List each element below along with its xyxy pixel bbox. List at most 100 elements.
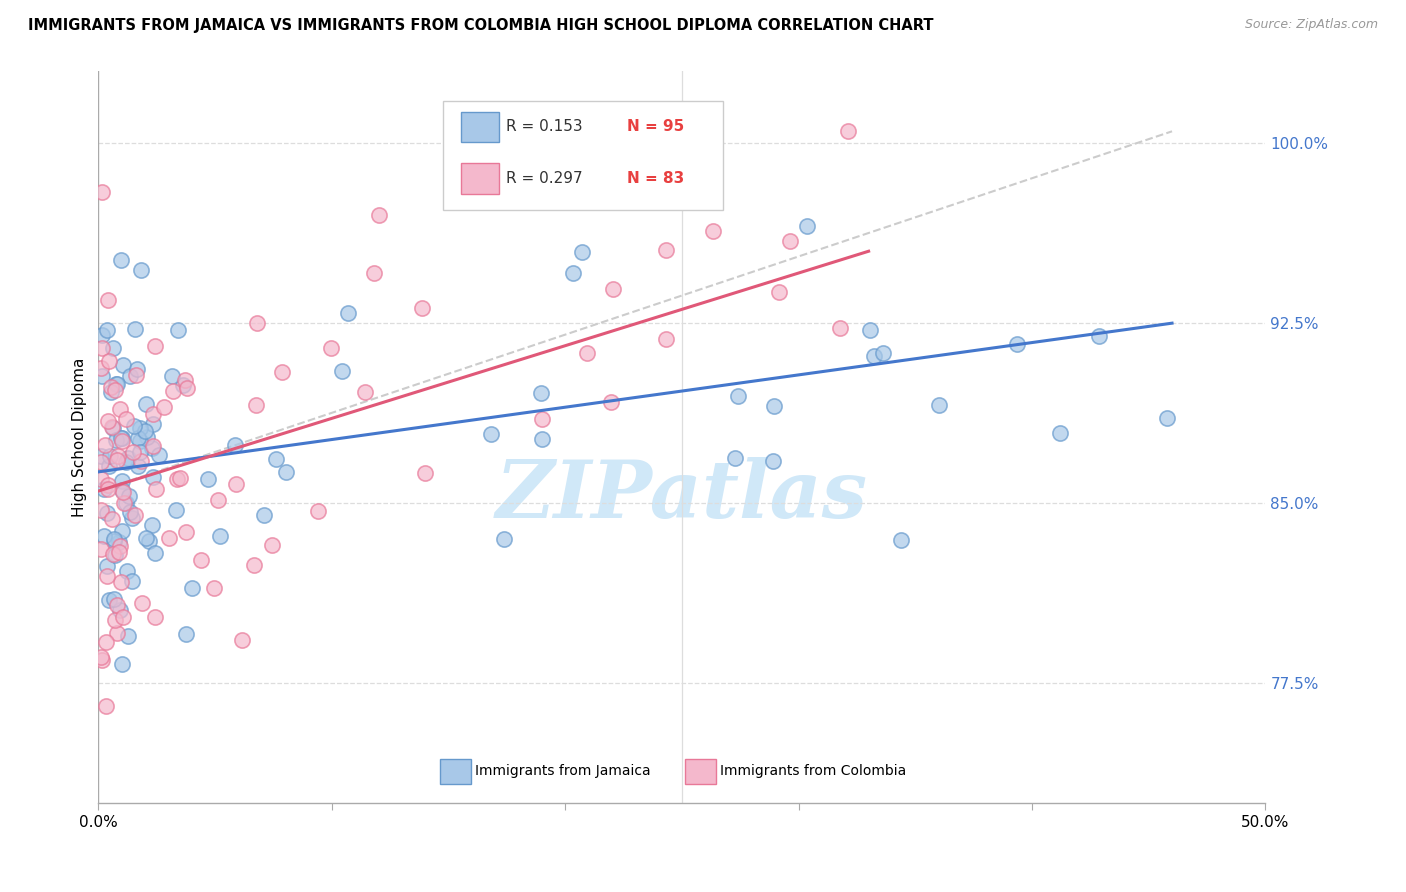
Text: N = 95: N = 95 bbox=[627, 120, 685, 135]
Point bbox=[169, 471, 191, 485]
Point bbox=[837, 124, 859, 138]
Point bbox=[266, 452, 288, 467]
Point bbox=[101, 512, 124, 526]
Point bbox=[100, 420, 122, 434]
Point bbox=[120, 505, 142, 519]
Point bbox=[104, 549, 127, 563]
Point bbox=[176, 381, 198, 395]
Point bbox=[111, 358, 134, 372]
Point bbox=[134, 425, 156, 439]
Point bbox=[97, 293, 120, 308]
FancyBboxPatch shape bbox=[440, 759, 471, 784]
Point bbox=[111, 474, 134, 488]
Text: R = 0.153: R = 0.153 bbox=[506, 120, 582, 135]
Point bbox=[110, 431, 132, 445]
Point bbox=[562, 266, 585, 280]
Point bbox=[111, 524, 134, 538]
Point bbox=[98, 593, 121, 607]
Point bbox=[105, 598, 128, 612]
Point bbox=[413, 466, 436, 480]
Point bbox=[110, 252, 132, 267]
Point bbox=[128, 444, 150, 458]
Point bbox=[117, 629, 139, 643]
Point bbox=[127, 431, 149, 445]
Point bbox=[103, 534, 125, 549]
Point bbox=[862, 350, 884, 364]
Text: N = 83: N = 83 bbox=[627, 170, 685, 186]
Point bbox=[98, 459, 121, 474]
Point bbox=[136, 430, 159, 444]
Point bbox=[111, 431, 134, 445]
Point bbox=[321, 342, 343, 356]
Point bbox=[91, 327, 114, 342]
Point bbox=[105, 433, 128, 447]
Point bbox=[122, 444, 145, 458]
Point bbox=[270, 365, 292, 379]
Point bbox=[122, 418, 145, 433]
Point bbox=[115, 496, 138, 510]
Point bbox=[655, 243, 678, 257]
Point bbox=[131, 596, 153, 610]
Point bbox=[111, 484, 134, 499]
Point bbox=[96, 559, 118, 574]
Point bbox=[530, 386, 553, 401]
Point bbox=[90, 542, 112, 557]
Point bbox=[702, 224, 724, 238]
Point bbox=[571, 245, 593, 260]
FancyBboxPatch shape bbox=[685, 759, 716, 784]
Point bbox=[100, 384, 122, 399]
Point bbox=[124, 322, 146, 336]
Point bbox=[91, 341, 114, 355]
Point bbox=[94, 438, 117, 452]
Point bbox=[145, 482, 167, 496]
Point bbox=[90, 503, 112, 517]
Point bbox=[143, 609, 166, 624]
Point bbox=[111, 483, 134, 497]
Point bbox=[96, 568, 118, 582]
Point bbox=[207, 493, 229, 508]
Point bbox=[93, 529, 115, 543]
Point bbox=[143, 339, 166, 353]
Point bbox=[129, 434, 152, 448]
Point bbox=[1005, 336, 1028, 351]
Point bbox=[101, 547, 124, 561]
Point bbox=[90, 649, 112, 664]
Point bbox=[127, 362, 149, 376]
Point bbox=[105, 625, 128, 640]
Point bbox=[531, 412, 554, 426]
Point bbox=[105, 376, 128, 391]
Text: ZIPatlas: ZIPatlas bbox=[496, 457, 868, 534]
Point bbox=[167, 323, 190, 337]
Point bbox=[208, 529, 231, 543]
Point bbox=[600, 395, 623, 409]
Point bbox=[157, 531, 180, 545]
Point bbox=[114, 411, 136, 425]
Point bbox=[336, 306, 359, 320]
Point bbox=[112, 496, 135, 510]
Point bbox=[479, 427, 502, 442]
Point bbox=[129, 454, 152, 468]
Point bbox=[107, 449, 129, 463]
Point bbox=[354, 384, 377, 399]
Point bbox=[165, 503, 187, 517]
Point bbox=[141, 441, 163, 455]
FancyBboxPatch shape bbox=[461, 163, 499, 194]
Point bbox=[111, 434, 134, 449]
Point bbox=[859, 324, 882, 338]
Point bbox=[138, 534, 160, 549]
Point bbox=[142, 417, 165, 432]
Point bbox=[143, 546, 166, 560]
Point bbox=[125, 368, 148, 383]
Point bbox=[174, 626, 197, 640]
Point bbox=[225, 476, 247, 491]
Point bbox=[160, 369, 183, 384]
Point bbox=[654, 333, 676, 347]
Text: Immigrants from Jamaica: Immigrants from Jamaica bbox=[475, 764, 651, 779]
Point bbox=[90, 360, 112, 375]
Point bbox=[103, 532, 125, 546]
FancyBboxPatch shape bbox=[461, 112, 499, 143]
Point bbox=[1087, 329, 1109, 343]
Point bbox=[262, 538, 284, 552]
Point bbox=[135, 397, 157, 411]
Point bbox=[142, 469, 165, 483]
